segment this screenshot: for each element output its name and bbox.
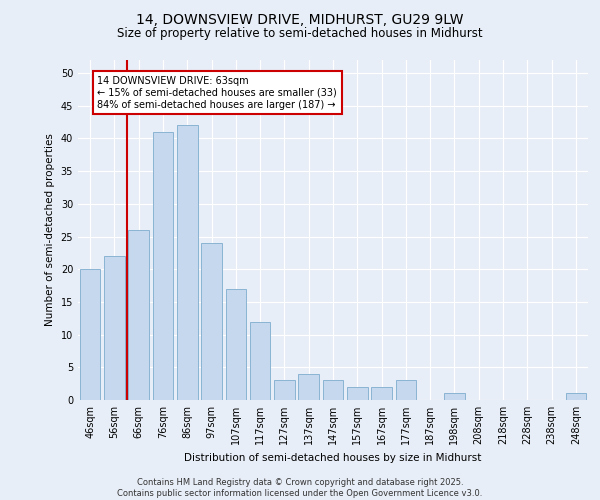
Bar — [298, 374, 319, 400]
Bar — [128, 230, 149, 400]
Bar — [201, 243, 222, 400]
X-axis label: Distribution of semi-detached houses by size in Midhurst: Distribution of semi-detached houses by … — [184, 452, 482, 462]
Text: 14, DOWNSVIEW DRIVE, MIDHURST, GU29 9LW: 14, DOWNSVIEW DRIVE, MIDHURST, GU29 9LW — [136, 12, 464, 26]
Bar — [444, 394, 465, 400]
Bar — [323, 380, 343, 400]
Bar — [395, 380, 416, 400]
Bar — [152, 132, 173, 400]
Text: 14 DOWNSVIEW DRIVE: 63sqm
← 15% of semi-detached houses are smaller (33)
84% of : 14 DOWNSVIEW DRIVE: 63sqm ← 15% of semi-… — [97, 76, 337, 110]
Text: Size of property relative to semi-detached houses in Midhurst: Size of property relative to semi-detach… — [117, 28, 483, 40]
Y-axis label: Number of semi-detached properties: Number of semi-detached properties — [45, 134, 55, 326]
Bar — [274, 380, 295, 400]
Bar — [177, 126, 197, 400]
Bar — [566, 394, 586, 400]
Bar — [347, 387, 368, 400]
Bar — [250, 322, 271, 400]
Bar — [226, 289, 246, 400]
Bar — [104, 256, 125, 400]
Bar — [371, 387, 392, 400]
Text: Contains HM Land Registry data © Crown copyright and database right 2025.
Contai: Contains HM Land Registry data © Crown c… — [118, 478, 482, 498]
Bar — [80, 269, 100, 400]
